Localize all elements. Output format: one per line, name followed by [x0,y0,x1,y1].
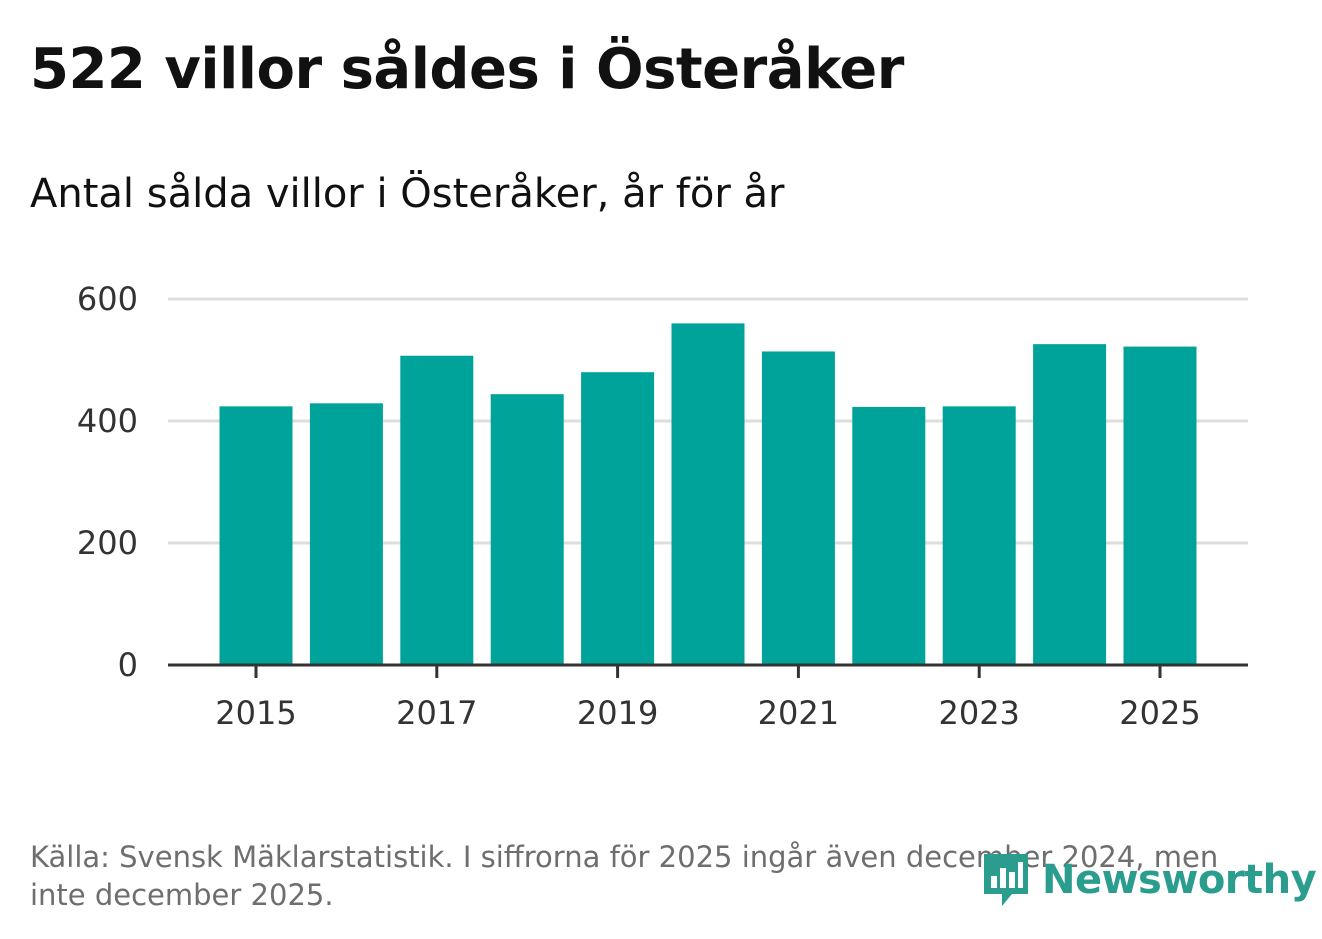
x-tick-label-2023: 2023 [938,694,1019,732]
logo-text: Newsworthy [1042,857,1317,903]
x-tick-label-2021: 2021 [758,694,839,732]
bar-2017 [400,355,474,665]
bar-2020 [671,323,745,665]
y-tick-label-600: 600 [77,280,138,318]
bar-2021 [761,351,835,665]
x-tick-label-2015: 2015 [215,694,296,732]
newsworthy-logo: Newsworthy [980,850,1317,910]
bar-2025 [1123,346,1197,665]
x-axis: 2015 2017 2019 2021 2023 2025 [168,663,1248,732]
bar-2019 [581,372,655,665]
chart-title: 522 villor såldes i Österåker [30,37,904,102]
bar-2015 [219,406,293,665]
bars [219,323,1197,665]
bar-2018 [490,394,564,665]
y-tick-label-200: 200 [77,524,138,562]
x-tick-label-2017: 2017 [396,694,477,732]
bar-2016 [309,403,383,665]
chart-subtitle: Antal sålda villor i Österåker, år för å… [30,171,785,217]
y-axis-ticks: 0 200 400 600 [77,280,138,684]
x-tick-label-2019: 2019 [577,694,658,732]
bar-2024 [1033,344,1107,665]
y-tick-label-0: 0 [118,646,138,684]
bar-2022 [852,406,926,665]
bar-chart-icon [984,854,1028,906]
x-tick-label-2025: 2025 [1119,694,1200,732]
y-tick-label-400: 400 [77,402,138,440]
bar-2023 [942,406,1016,665]
